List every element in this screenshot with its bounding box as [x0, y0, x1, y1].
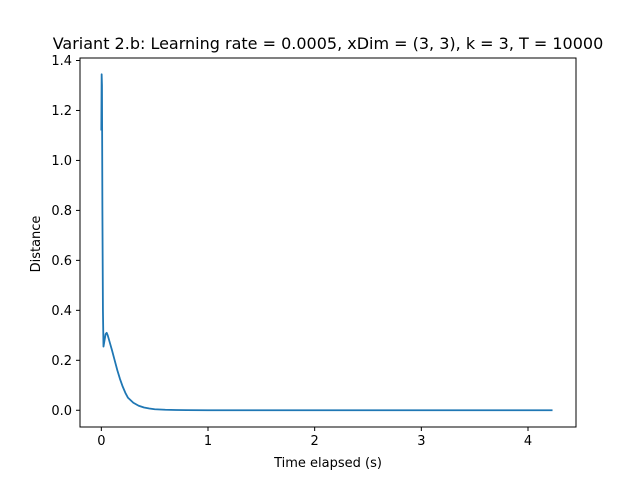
y-axis-ticks: 0.0 0.2 0.4 0.6 0.8 1.0 1.2 1.4 — [51, 54, 80, 419]
plot-area — [79, 57, 577, 428]
y-tick-label: 1.0 — [51, 154, 72, 169]
y-axis-label: Distance — [29, 216, 44, 273]
y-tick-label: 0.2 — [51, 354, 72, 369]
x-tick-label: 3 — [417, 434, 425, 449]
y-tick-label: 1.4 — [51, 54, 72, 69]
chart-title: Variant 2.b: Learning rate = 0.0005, xDi… — [53, 34, 604, 53]
series-line-0 — [100, 73, 553, 412]
x-tick-label: 0 — [97, 434, 105, 449]
x-axis-ticks: 0 1 2 3 4 — [97, 427, 532, 449]
y-tick-label: 0.8 — [51, 204, 72, 219]
y-tick-label: 0.4 — [51, 304, 72, 319]
y-tick-label: 0.6 — [51, 254, 72, 269]
y-tick-label: 0.0 — [51, 404, 72, 419]
x-tick-label: 4 — [524, 434, 532, 449]
axes-frame — [79, 57, 577, 428]
y-tick-label: 1.2 — [51, 104, 72, 119]
x-tick-label: 2 — [311, 434, 319, 449]
x-axis-label: Time elapsed (s) — [273, 456, 382, 471]
x-tick-label: 1 — [204, 434, 212, 449]
series-layer — [100, 73, 553, 412]
